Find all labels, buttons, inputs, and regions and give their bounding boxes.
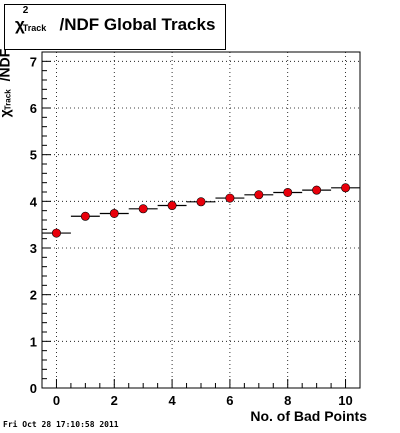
title-sub: Track [22,23,47,33]
data-point [302,185,332,195]
ylabel-sub: Track [3,89,13,111]
data-point [157,201,187,211]
x-tick-label: 2 [111,393,118,408]
x-axis-label: No. of Bad Points [250,408,367,424]
y-tick-label: 7 [30,54,37,69]
x-tick-label: 4 [168,393,176,408]
timestamp-footer: Fri Oct 28 17:10:58 2011 [3,420,119,429]
point-marker [80,211,90,221]
data-point [273,187,303,197]
ylabel-rest: /NDF [0,48,13,82]
point-marker [283,187,293,197]
y-tick-label: 6 [30,101,37,116]
data-point [42,228,71,238]
x-tick-label: 10 [338,393,352,408]
data-point [215,193,245,203]
data-point [244,190,274,200]
point-marker [138,204,148,214]
data-point [99,208,129,218]
x-tick-label: 8 [284,393,291,408]
data-point [186,197,216,207]
y-tick-label: 2 [30,288,37,303]
data-point [70,211,100,221]
y-tick-label: 4 [30,194,38,209]
point-marker [254,190,264,200]
y-tick-label: 5 [30,148,37,163]
y-tick-label: 1 [30,334,37,349]
grid [42,52,360,389]
point-marker [341,183,351,193]
plot-border [41,51,361,389]
chart-title: χ 2 Track /NDF Global Tracks [15,5,216,35]
plot-frame [41,51,361,389]
title-rest: /NDF Global Tracks [59,15,216,34]
x-tick-label: 0 [53,393,60,408]
x-tick-label: 6 [226,393,233,408]
y-axis: 0 1 2 3 4 5 6 7 [30,54,51,396]
y-axis-label: χ 2 Track /NDF [0,49,12,118]
point-marker [167,201,177,211]
point-marker [196,197,206,207]
data-series [42,183,360,238]
y-tick-label: 0 [30,381,37,396]
title-sup: 2 [22,5,29,16]
data-point [331,183,360,193]
y-tick-label: 3 [30,241,37,256]
point-marker [312,185,322,195]
data-point [128,204,158,214]
point-marker [225,193,235,203]
x-axis: 0 2 4 6 8 10 [53,379,361,408]
ylabel-chi: χ [0,109,12,117]
title-chi: χ [15,15,25,34]
title-box: χ 2 Track /NDF Global Tracks [4,4,226,50]
point-marker [51,228,61,238]
point-marker [109,208,119,218]
